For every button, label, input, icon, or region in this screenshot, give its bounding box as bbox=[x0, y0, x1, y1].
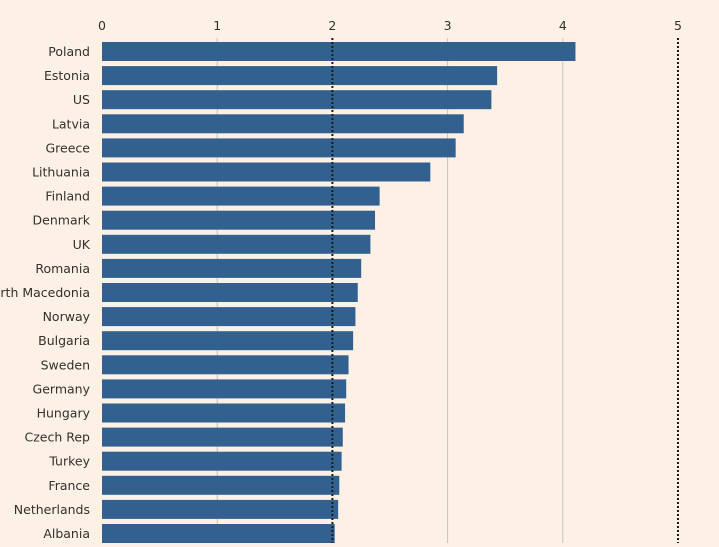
bar bbox=[102, 331, 354, 351]
bar bbox=[102, 499, 339, 519]
category-label: Romania bbox=[35, 261, 90, 276]
category-label: Norway bbox=[43, 309, 91, 324]
bar bbox=[102, 403, 346, 423]
category-label: Lithuania bbox=[32, 165, 90, 180]
category-label: Latvia bbox=[52, 116, 90, 131]
category-label: Albania bbox=[43, 526, 90, 541]
category-label: Germany bbox=[33, 381, 91, 396]
x-tick-label: 1 bbox=[213, 18, 221, 33]
bar bbox=[102, 258, 362, 278]
category-label: Greece bbox=[46, 140, 91, 155]
x-tick-label: 3 bbox=[444, 18, 452, 33]
bar bbox=[102, 138, 456, 158]
bar bbox=[102, 66, 498, 86]
category-label: Sweden bbox=[41, 357, 90, 372]
category-label: US bbox=[73, 92, 90, 107]
bar bbox=[102, 379, 347, 399]
bar bbox=[102, 234, 371, 254]
bar bbox=[102, 524, 335, 543]
category-label: Poland bbox=[48, 44, 90, 59]
bar bbox=[102, 283, 358, 302]
x-tick-label: 4 bbox=[559, 18, 567, 33]
category-label: Hungary bbox=[37, 406, 91, 421]
x-tick-label: 5 bbox=[674, 18, 682, 33]
category-label: Netherlands bbox=[14, 502, 90, 517]
x-tick-label: 2 bbox=[328, 18, 336, 33]
bar bbox=[102, 307, 356, 327]
bar bbox=[102, 186, 380, 206]
bar bbox=[102, 42, 576, 61]
category-label: Estonia bbox=[44, 68, 90, 83]
category-label: Bulgaria bbox=[38, 333, 90, 348]
bar bbox=[102, 162, 431, 182]
category-label: Denmark bbox=[33, 213, 91, 228]
category-label: UK bbox=[73, 237, 91, 252]
category-label: Finland bbox=[45, 189, 90, 204]
bar bbox=[102, 451, 342, 471]
category-label: North Macedonia bbox=[0, 285, 90, 300]
bar bbox=[102, 114, 464, 134]
bar bbox=[102, 355, 349, 375]
x-tick-label: 0 bbox=[98, 18, 106, 33]
category-label: Turkey bbox=[48, 454, 90, 469]
bar bbox=[102, 210, 376, 230]
bar bbox=[102, 90, 492, 110]
category-label: Czech Rep bbox=[25, 430, 91, 445]
bar bbox=[102, 475, 340, 495]
category-label: France bbox=[48, 478, 90, 493]
bar bbox=[102, 427, 343, 447]
